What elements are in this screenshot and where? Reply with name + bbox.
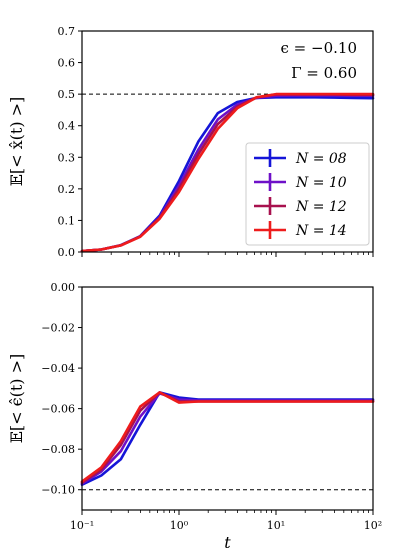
legend-item: N = 10 — [254, 173, 347, 191]
y-axis-label-bottom: 𝔼[< ϵ̂(t) >] — [7, 354, 26, 444]
y-tick-label: 0.1 — [58, 214, 76, 227]
y-tick-label: 0.3 — [58, 151, 76, 164]
plot-frame-bottom — [81, 286, 374, 511]
legend-item: N = 14 — [254, 221, 347, 239]
panel-bottom: 0.00 −0.02 −0.04 −0.06 −0.08 −0.10 10⁻¹ 10⁰ 10¹… — [7, 281, 382, 552]
y-axis-label-top: 𝔼[< x̂(t) >] — [7, 97, 26, 187]
y-tick-label: 0.5 — [58, 88, 76, 101]
series-line-n14 — [80, 391, 375, 483]
series-line-n12 — [80, 391, 375, 484]
x-tick-label: 10⁻¹ — [70, 519, 94, 532]
x-tick-label: 10¹ — [267, 519, 285, 532]
annotation-gamma: Γ = 0.60 — [291, 64, 357, 82]
legend-label: N = 12 — [295, 199, 347, 215]
panel-top: 0.0 0.1 0.2 0.3 0.4 0.5 0.6 0.7 𝔼[< x̂(t) >] ϵ … — [7, 25, 375, 259]
x-tick-label: 10⁰ — [170, 519, 189, 532]
y-tick-label: 0.7 — [58, 25, 76, 38]
y-tick-label: 0.0 — [58, 246, 76, 259]
x-ticks-bottom: 10⁻¹ 10⁰ 10¹ 10² — [70, 510, 382, 532]
y-tick-label: 0.6 — [58, 57, 76, 70]
y-tick-label: −0.08 — [41, 443, 75, 456]
legend-box — [245, 142, 370, 246]
legend-label: N = 14 — [295, 223, 347, 239]
legend-label: N = 10 — [295, 175, 347, 191]
y-tick-label: 0.4 — [58, 120, 76, 133]
y-ticks-top: 0.0 0.1 0.2 0.3 0.4 0.5 0.6 0.7 — [58, 25, 82, 259]
y-tick-label: −0.06 — [41, 403, 75, 416]
y-tick-label: 0.2 — [58, 183, 76, 196]
y-tick-label: −0.10 — [41, 484, 75, 497]
series-line-n14 — [80, 92, 375, 253]
y-tick-label: −0.04 — [41, 362, 75, 375]
y-tick-label: −0.02 — [41, 322, 75, 335]
x-ticks-top — [81, 252, 374, 257]
x-tick-label: 10² — [364, 519, 382, 532]
legend: N = 08 N = 10 N = 12 N = 14 — [245, 142, 370, 246]
legend-item: N = 08 — [254, 149, 347, 167]
plot-frame-top — [81, 30, 374, 253]
y-ticks-bottom: 0.00 −0.02 −0.04 −0.06 −0.08 −0.10 — [41, 281, 82, 497]
series-group-top — [80, 92, 375, 253]
x-axis-label: t — [224, 533, 231, 552]
y-tick-label: 0.00 — [51, 281, 76, 294]
series-group-bottom — [80, 391, 375, 487]
annotation-epsilon: ϵ = −0.10 — [281, 39, 357, 57]
legend-item: N = 12 — [254, 197, 347, 215]
legend-label: N = 08 — [295, 151, 347, 167]
